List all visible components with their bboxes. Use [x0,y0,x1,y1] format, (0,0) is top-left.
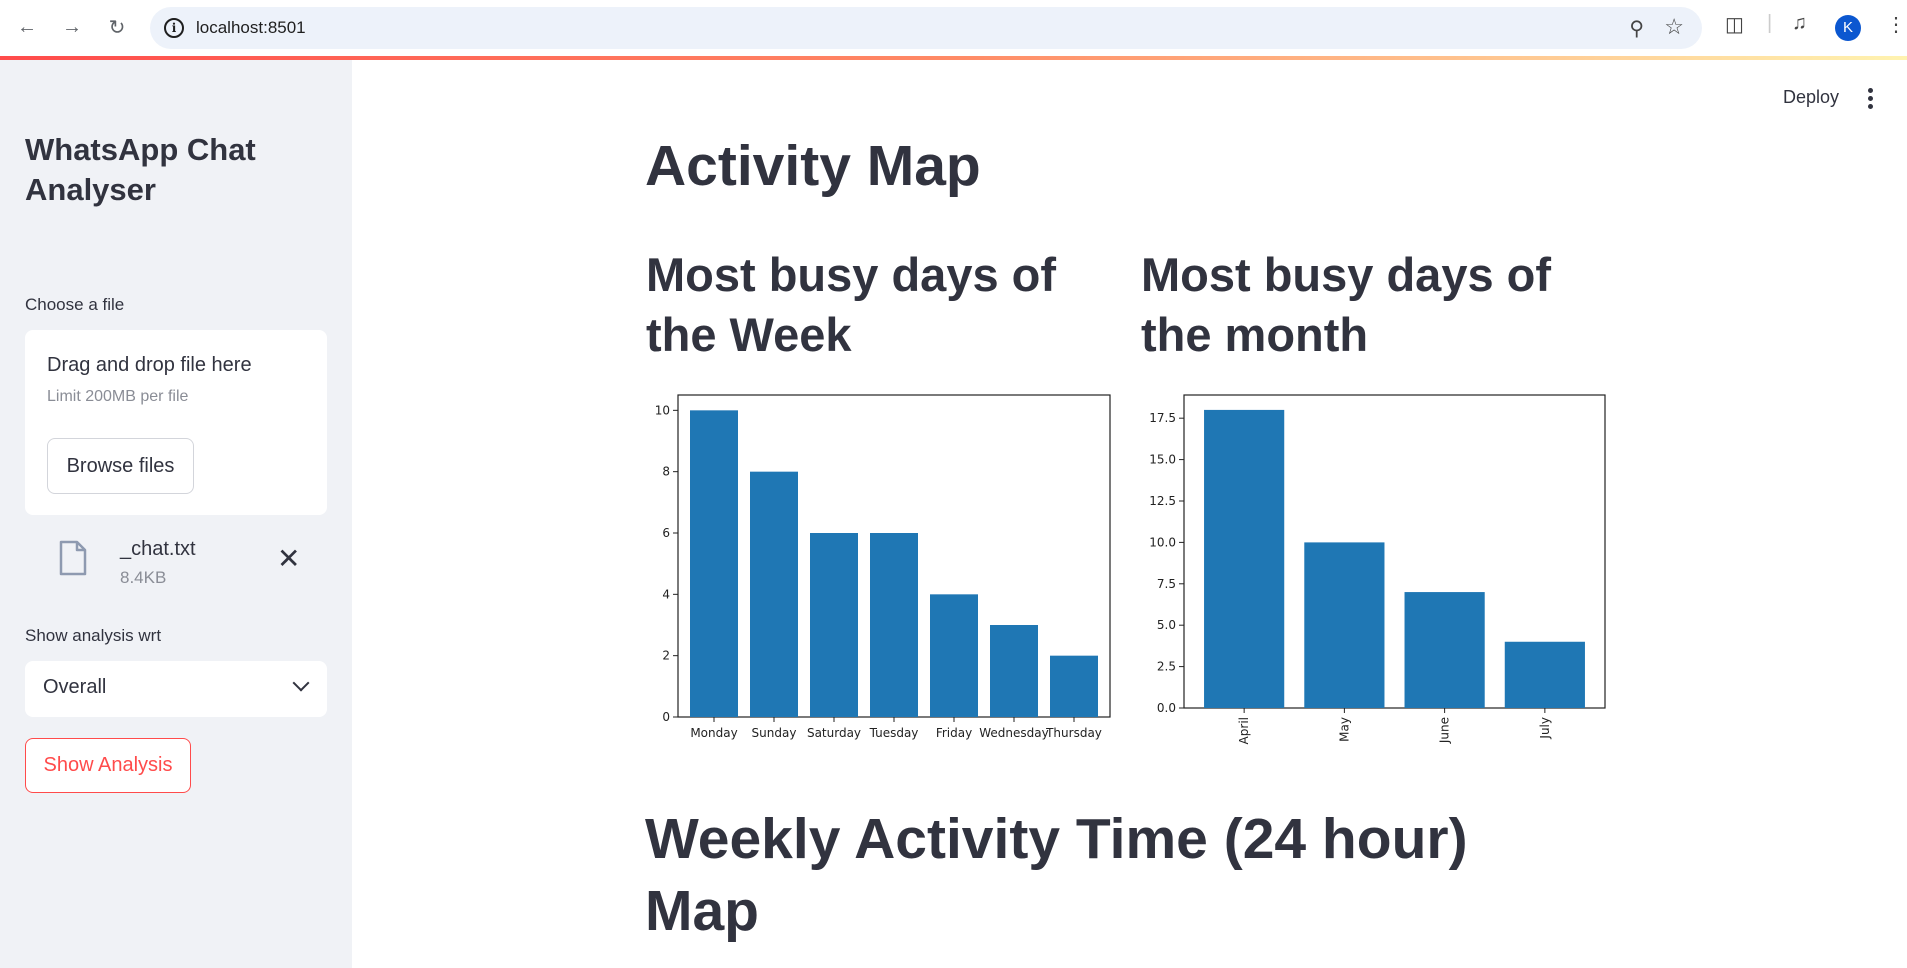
bar-may [1304,542,1385,708]
busy-month-title: Most busy days of the month [1141,248,1552,361]
y-tick-label: 10 [655,403,670,417]
y-tick-label: 4 [662,587,670,601]
bar-april [1204,409,1285,708]
file-upload-label: Choose a file [25,295,125,314]
bar-sunday [750,471,798,717]
x-tick-label: May [1337,717,1351,742]
show-analysis-button[interactable]: Show Analysis [25,738,191,793]
y-tick-label: 2 [662,649,670,663]
y-tick-label: 8 [662,465,670,479]
toolbar-divider: | [1767,12,1773,34]
main-menu-icon[interactable] [1868,88,1874,110]
bar-june [1404,592,1485,708]
deploy-button[interactable]: Deploy [1783,87,1840,107]
bar-monday [690,410,738,717]
file-size: 8.4KB [120,568,167,587]
site-info-icon[interactable]: i [164,18,184,38]
address-bar[interactable]: i localhost:8501 ⚲ ☆ [150,7,1702,49]
bar-tuesday [870,533,918,717]
selected-option: Overall [43,676,107,698]
y-tick-label: 12.5 [1149,494,1176,508]
streamlit-header-decoration [0,56,1907,60]
file-icon [59,540,87,576]
x-tick-label: Thursday [1045,726,1102,740]
bar-thursday [1050,655,1098,717]
x-tick-label: April [1237,717,1251,744]
x-tick-label: June [1438,717,1452,744]
media-control-icon[interactable]: ♫ [1792,12,1807,34]
zoom-icon[interactable]: ⚲ [1629,18,1644,40]
analysis-select-label: Show analysis wrt [25,626,162,645]
forward-icon[interactable]: → [62,15,82,38]
uploaded-file: _chat.txt 8.4KB ✕ [25,530,327,600]
app-title: WhatsApp Chat Analyser [25,132,256,207]
reload-icon[interactable]: ↻ [108,16,126,39]
y-tick-label: 7.5 [1157,577,1176,591]
busy-week-chart: 0 2 4 6 8 10 Monday Sunday Saturday Tuesday Friday… [655,394,1111,740]
file-dropzone[interactable]: Drag and drop file here Limit 200MB per … [25,330,327,515]
back-icon[interactable]: ← [17,15,37,38]
bar-friday [930,594,978,717]
chevron-down-icon [292,674,310,692]
analysis-user-select[interactable]: Overall [25,661,327,717]
browse-files-button[interactable]: Browse files [47,438,194,494]
x-tick-label: Saturday [807,726,861,740]
url-text[interactable]: localhost:8501 [196,18,306,37]
bar-wednesday [990,625,1038,717]
file-name: _chat.txt [120,538,196,560]
y-tick-label: 10.0 [1149,535,1176,549]
profile-avatar[interactable]: K [1835,15,1861,41]
y-tick-label: 0.0 [1157,701,1176,715]
busy-month-chart: 0.0 2.5 5.0 7.5 10.0 12.5 15.0 17.5 April May June… [1149,394,1606,744]
x-tick-label: Friday [936,726,972,740]
x-tick-label: July [1538,717,1552,740]
y-tick-label: 5.0 [1157,618,1176,632]
activity-map-title: Activity Map [645,134,981,198]
x-tick-label: Sunday [752,726,797,740]
dropzone-limit: Limit 200MB per file [47,388,189,405]
y-tick-label: 2.5 [1157,660,1176,674]
bookmark-star-icon[interactable]: ☆ [1664,14,1684,39]
x-tick-label: Tuesday [869,726,919,740]
remove-file-icon[interactable]: ✕ [277,543,301,574]
plot-frame [1183,394,1606,709]
y-tick-label: 15.0 [1149,453,1176,467]
browser-toolbar: ← → ↻ i localhost:8501 ⚲ ☆ ◫ | ♫ K ⋮ [0,0,1907,56]
weekly-activity-title: Weekly Activity Time (24 hour) Map [645,807,1468,943]
busy-week-title: Most busy days of the Week [646,248,1057,361]
y-tick-label: 17.5 [1149,411,1176,425]
y-tick-label: 6 [662,526,670,540]
browser-menu-icon[interactable]: ⋮ [1886,14,1906,36]
bar-july [1504,641,1585,708]
y-tick-label: 0 [662,710,670,724]
extensions-icon[interactable]: ◫ [1725,14,1744,36]
x-tick-label: Monday [690,726,737,740]
x-tick-label: Wednesday [979,726,1048,740]
dropzone-instructions: Drag and drop file here [47,354,252,376]
bar-saturday [810,533,858,717]
